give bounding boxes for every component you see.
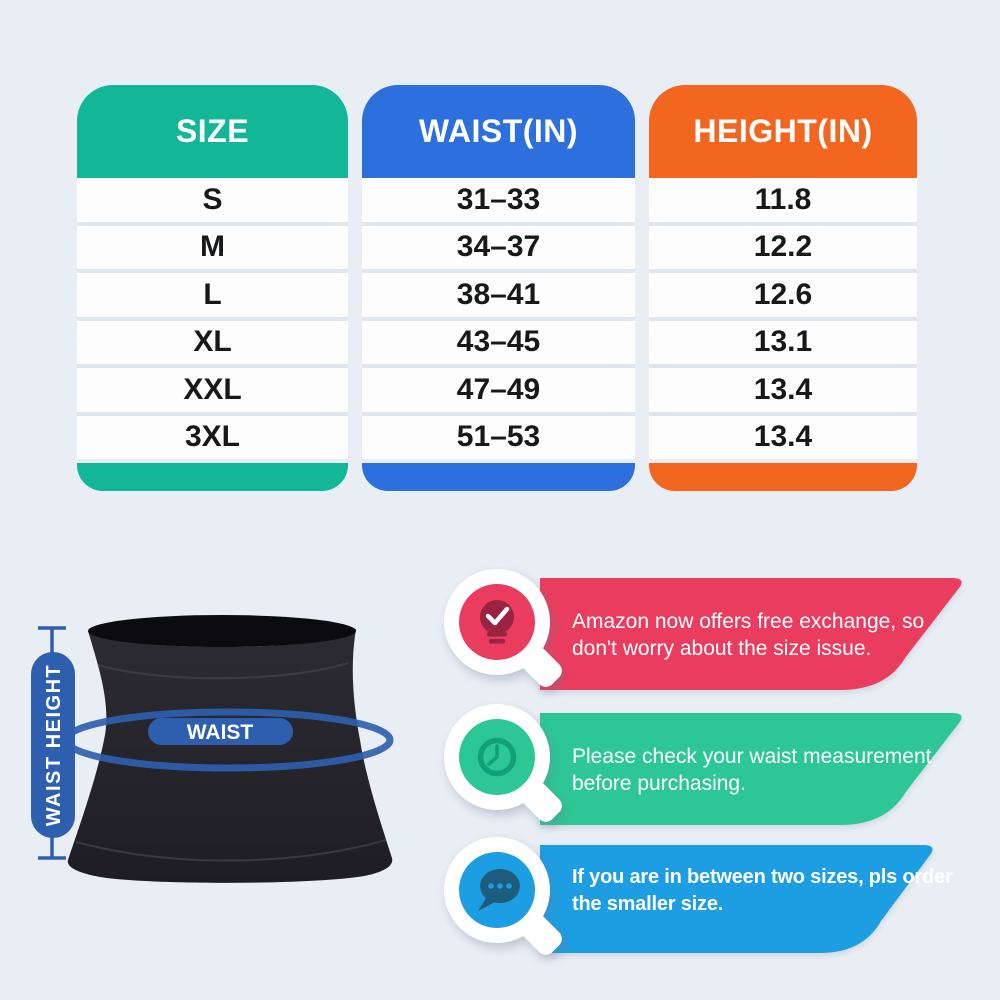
waist-height-label: WAIST HEIGHT	[43, 664, 65, 826]
callout-text-measure: Please check your waist measurement befo…	[572, 743, 932, 797]
table-cell: 13.1	[649, 321, 917, 368]
table-cell: 13.4	[649, 368, 917, 416]
column-header-size: SIZE	[77, 85, 348, 178]
table-cell: 47–49	[362, 368, 635, 416]
callout-banner-exchange	[540, 578, 962, 690]
callout-line: Please check your waist measurement	[572, 745, 932, 768]
table-cell: 12.2	[649, 226, 917, 273]
callout-badge	[444, 704, 562, 822]
callout-line: If you are in between two sizes, pls ord…	[572, 866, 953, 888]
callout-badge	[444, 569, 562, 687]
stitch-line-bottom	[75, 839, 387, 862]
clock-icon	[477, 737, 517, 777]
column-body: 11.8 12.2 12.6 13.1 13.4 13.4	[649, 178, 917, 459]
callout-banner-between-sizes	[540, 845, 933, 953]
table-cell: XL	[77, 321, 348, 368]
table-cell: 43–45	[362, 321, 635, 368]
lightbulb-check-icon	[480, 600, 514, 644]
table-cell: 11.8	[649, 178, 917, 226]
column-header-height: HEIGHT(IN)	[649, 85, 917, 178]
column-header-waist: WAIST(IN)	[362, 85, 635, 178]
table-column-height: HEIGHT(IN) 11.8 12.2 12.6 13.1 13.4 13.4	[649, 85, 917, 491]
waist-trainer-diagram: WAIST WAIST HEIGHT	[31, 615, 394, 883]
table-cell: 34–37	[362, 226, 635, 273]
callout-badge	[444, 837, 562, 955]
waist-label: WAIST	[187, 721, 254, 744]
column-body: 31–33 34–37 38–41 43–45 47–49 51–53	[362, 178, 635, 459]
waist-height-pill	[31, 652, 75, 838]
waist-trainer-body	[67, 629, 393, 883]
table-cell: S	[77, 178, 348, 226]
table-cell: 13.4	[753, 420, 813, 454]
column-footer-height	[649, 463, 917, 491]
table-column-waist: WAIST(IN) 31–33 34–37 38–41 43–45 47–49 …	[362, 85, 635, 491]
waist-label-pill	[148, 718, 293, 745]
callout-line: Amazon now offers free exchange, so	[572, 610, 925, 633]
callout-text-exchange: Amazon now offers free exchange, so don'…	[572, 608, 924, 662]
callout-banner-measure	[540, 713, 962, 825]
stitch-line-top	[97, 662, 349, 680]
table-cell: 31–33	[362, 178, 635, 226]
column-body: S M L XL XXL 3XL	[77, 178, 348, 459]
table-cell: L	[77, 273, 348, 321]
table-cell: 12.6	[649, 273, 917, 321]
callout-text-between-sizes: If you are in between two sizes, pls ord…	[572, 864, 953, 918]
table-cell: 38–41	[362, 273, 635, 321]
chat-dots-icon	[478, 869, 520, 911]
column-footer-size	[77, 463, 348, 491]
waist-trainer-opening	[88, 615, 356, 647]
column-footer-waist	[362, 463, 635, 491]
table-cell: 3XL	[184, 420, 241, 454]
table-cell: XXL	[77, 368, 348, 416]
callout-line: before purchasing.	[572, 772, 746, 795]
table-cell: M	[77, 226, 348, 273]
table-column-size: SIZE S M L XL XXL 3XL	[77, 85, 348, 491]
table-cell: 51–53	[456, 420, 541, 454]
callout-line: the smaller size.	[572, 893, 724, 915]
callout-line: don't worry about the size issue.	[572, 637, 872, 660]
